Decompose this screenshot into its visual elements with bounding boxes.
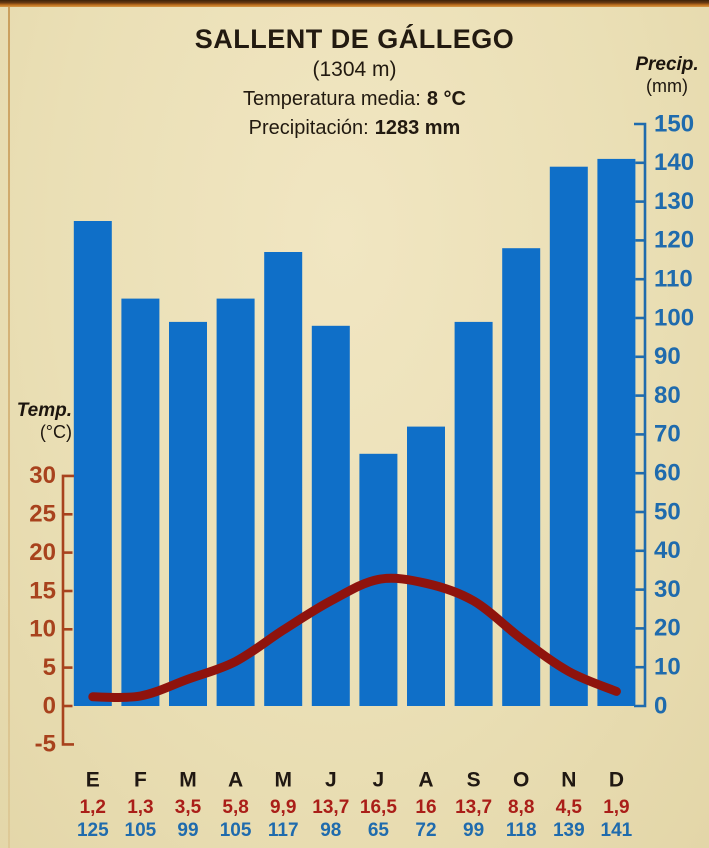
- precip-value-7: 65: [368, 820, 390, 841]
- month-label-7-J: J: [373, 769, 385, 792]
- temp-axis-title: Temp.: [16, 400, 72, 421]
- precip-bar-9-S: [454, 321, 493, 706]
- mean-temperature-value: 8 °C: [426, 88, 466, 110]
- precip-value-5: 117: [268, 820, 299, 841]
- left-axis-title: Temp. (°C): [8, 400, 72, 443]
- right-axis-label-100: 100: [654, 304, 694, 331]
- left-axis-label-0: 0: [43, 692, 56, 719]
- temp-value-12: 1,9: [603, 797, 629, 818]
- right-axis-label-110: 110: [654, 266, 693, 293]
- right-axis-label-130: 130: [654, 188, 694, 215]
- total-precipitation-line: Precipitación: 1283 mm: [0, 117, 709, 140]
- left-axis-label-25: 25: [29, 501, 56, 528]
- precip-bar-4-A: [216, 298, 255, 706]
- left-axis-label-5: 5: [43, 654, 56, 681]
- temp-value-11: 4,5: [556, 797, 583, 818]
- right-axis-label-150: 150: [654, 110, 694, 137]
- left-axis-label-10: 10: [29, 616, 56, 643]
- precip-bar-6-J: [311, 325, 350, 706]
- temp-value-9: 13,7: [455, 797, 492, 818]
- mean-temperature-label: Temperatura media:: [243, 88, 421, 110]
- right-axis-label-40: 40: [654, 537, 681, 564]
- precip-axis-unit: (mm): [646, 75, 688, 96]
- temp-value-7: 16,5: [360, 797, 397, 818]
- precip-axis-title: Precip.: [635, 54, 699, 75]
- right-axis-label-20: 20: [654, 615, 681, 642]
- mean-temperature-line: Temperatura media: 8 °C: [0, 88, 709, 111]
- month-label-12-D: D: [609, 769, 624, 792]
- precip-bar-8-A: [407, 426, 445, 706]
- right-axis-label-30: 30: [654, 576, 681, 603]
- month-label-8-A: A: [418, 769, 433, 792]
- temp-value-4: 5,8: [222, 797, 248, 818]
- temp-value-10: 8,8: [508, 797, 534, 818]
- right-axis-label-10: 10: [654, 654, 681, 681]
- precip-value-1: 125: [77, 820, 109, 841]
- temp-value-2: 1,3: [127, 797, 153, 818]
- temperature-line: [88, 573, 621, 703]
- left-axis-label-15: 15: [29, 577, 56, 604]
- chart-title: SALLENT DE GÁLLEGO: [194, 24, 515, 54]
- month-label-5-M: M: [274, 769, 292, 792]
- right-axis-label-140: 140: [654, 149, 694, 176]
- precip-value-6: 98: [320, 820, 341, 841]
- total-precipitation-value: 1283 mm: [374, 117, 461, 139]
- month-label-9-S: S: [467, 769, 481, 792]
- right-axis-label-60: 60: [654, 460, 681, 487]
- right-axis-label-120: 120: [654, 227, 694, 254]
- month-label-10-O: O: [513, 769, 529, 792]
- precip-value-4: 105: [220, 820, 252, 841]
- left-axis-line: [61, 474, 74, 746]
- month-label-6-J: J: [325, 769, 337, 792]
- right-axis-label-0: 0: [654, 692, 667, 719]
- temp-value-6: 13,7: [312, 797, 349, 818]
- right-axis-title: Precip. (mm): [629, 54, 705, 97]
- total-precipitation-label: Precipitación:: [248, 117, 369, 139]
- left-axis-label-30: 30: [29, 462, 56, 489]
- precip-value-12: 141: [601, 820, 633, 841]
- page-top-border: [0, 0, 709, 7]
- precip-bar-3-M: [169, 321, 207, 706]
- page-left-border: [8, 7, 10, 848]
- left-axis-label-20: 20: [29, 539, 56, 566]
- precip-bar-1-E: [73, 221, 112, 706]
- precip-bar-2-F: [121, 298, 160, 706]
- month-label-11-N: N: [561, 769, 576, 792]
- precip-value-2: 105: [125, 820, 157, 841]
- month-label-2-F: F: [134, 769, 147, 792]
- temp-value-3: 3,5: [175, 797, 202, 818]
- month-label-3-M: M: [179, 769, 197, 792]
- right-axis-label-90: 90: [654, 343, 681, 370]
- right-axis-line: [634, 122, 647, 708]
- chart-altitude: (1304 m): [312, 58, 397, 81]
- right-axis-label-70: 70: [654, 421, 681, 448]
- precip-value-8: 72: [415, 820, 436, 841]
- temp-value-5: 9,9: [270, 797, 296, 818]
- right-axis-label-50: 50: [654, 498, 681, 525]
- month-label-1-E: E: [86, 769, 100, 792]
- month-label-4-A: A: [228, 769, 243, 792]
- right-axis-label-80: 80: [654, 382, 681, 409]
- precip-value-10: 118: [506, 820, 537, 841]
- precip-value-3: 99: [177, 820, 198, 841]
- temp-value-8: 16: [415, 797, 436, 818]
- left-axis-label--5: -5: [35, 731, 56, 758]
- precip-value-11: 139: [553, 820, 585, 841]
- precip-bar-11-N: [549, 166, 588, 706]
- precip-value-9: 99: [463, 820, 484, 841]
- temp-value-1: 1,2: [80, 797, 106, 818]
- temp-axis-unit: (°C): [39, 421, 72, 442]
- chart-header: SALLENT DE GÁLLEGO (1304 m) Temperatura …: [0, 0, 709, 140]
- precip-bar-12-D: [597, 158, 636, 706]
